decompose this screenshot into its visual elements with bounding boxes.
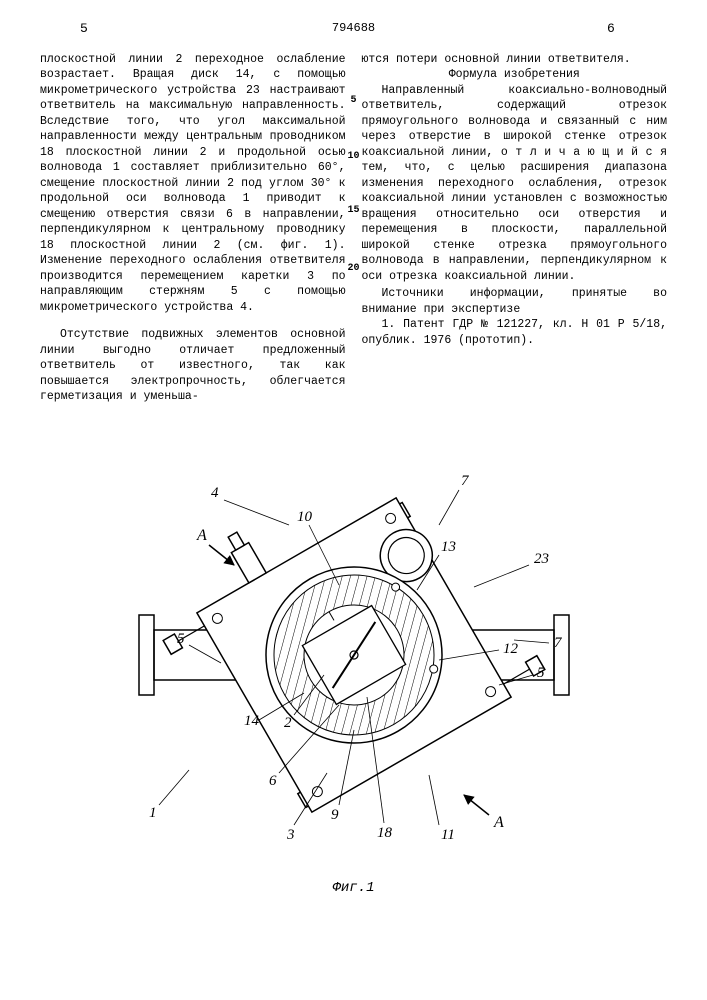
svg-text:2: 2 [284,715,292,731]
svg-text:7: 7 [461,473,470,489]
line-number: 10 [348,150,360,164]
line-number: 15 [348,204,360,218]
page-number-right: 6 [607,20,627,38]
figure-container: A A 1 2 3 4 5 5 6 7 7 9 10 11 12 13 14 [40,425,667,898]
svg-text:6: 6 [269,773,277,789]
svg-text:5: 5 [537,665,545,681]
svg-text:7: 7 [554,635,563,651]
body-text: Отсутствие подвижных элементов основной … [40,327,346,405]
text-columns: 5 10 15 20 плоскостной линии 2 переходно… [40,52,667,405]
section-title: Формула изобретения [362,67,668,83]
section-mark: A [493,814,504,831]
svg-text:1: 1 [149,805,157,821]
svg-text:23: 23 [534,551,549,567]
body-text: ются потери основной линии ответвителя. [362,52,668,68]
body-text: 1. Патент ГДР № 121227, кл. H 01 P 5/18,… [362,317,668,348]
page-number-left: 5 [80,20,100,38]
line-number: 20 [348,262,360,276]
body-text: Направленный коаксиально-волноводный отв… [362,83,668,285]
svg-text:9: 9 [331,807,339,823]
svg-text:4: 4 [211,485,219,501]
page-header: 5 794688 6 [40,20,667,38]
figure-label: Фиг.1 [40,879,667,898]
svg-text:12: 12 [503,641,519,657]
right-column: ются потери основной линии ответвителя. … [362,52,668,405]
svg-text:14: 14 [244,713,260,729]
svg-text:5: 5 [177,631,185,647]
left-column: плоскостной линии 2 переходное ослаблени… [40,52,346,405]
svg-text:10: 10 [297,509,313,525]
svg-text:3: 3 [286,827,295,843]
svg-text:11: 11 [441,827,455,843]
section-mark: A [196,527,207,544]
svg-text:18: 18 [377,825,393,841]
body-text: плоскостной линии 2 переходное ослаблени… [40,52,346,316]
svg-text:13: 13 [441,539,456,555]
body-text: Источники информации, принятые во вниман… [362,286,668,317]
line-number: 5 [348,94,360,108]
patent-number: 794688 [100,20,607,38]
technical-drawing: A A 1 2 3 4 5 5 6 7 7 9 10 11 12 13 14 [129,425,579,875]
